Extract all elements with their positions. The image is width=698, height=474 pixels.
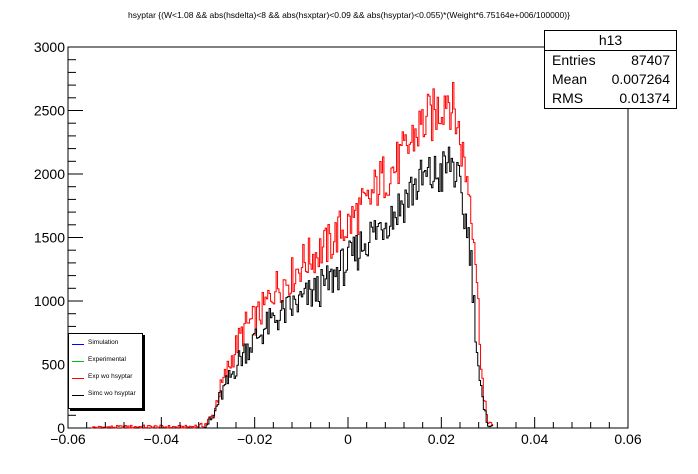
stats-box: h13 Entries 87407 Mean 0.007264 RMS 0.01… — [544, 30, 677, 109]
legend-label: Experimental — [88, 356, 126, 363]
y-tick-label: 500 — [42, 357, 66, 373]
x-tick-label: 0.06 — [614, 431, 641, 447]
plot-title: hsyptar {(W<1.08 && abs(hsdelta)<8 && ab… — [128, 10, 570, 20]
legend-item-simulation: Simulation — [69, 336, 142, 352]
y-tick-label: 2500 — [34, 103, 65, 119]
entries-value: 87407 — [631, 52, 670, 68]
x-tick-label: −0.02 — [237, 431, 273, 447]
stats-entries-row: Entries 87407 — [545, 51, 676, 70]
legend-item-exp-wo-hsyptar: Exp wo hsyptar — [69, 370, 142, 386]
x-tick-label: −0.06 — [50, 431, 86, 447]
y-tick-label: 2000 — [34, 166, 65, 182]
legend-swatch — [72, 361, 84, 362]
y-tick-label: 3000 — [34, 39, 65, 55]
x-tick-label: −0.04 — [144, 431, 180, 447]
legend-label: Exp wo hsyptar — [88, 373, 133, 380]
x-tick-label: 0.04 — [521, 431, 548, 447]
stats-rms-row: RMS 0.01374 — [545, 89, 676, 108]
x-tick-label: 0.02 — [428, 431, 455, 447]
stats-title: h13 — [545, 31, 676, 51]
legend: Simulation Experimental Exp wo hsyptar S… — [68, 333, 143, 409]
mean-value: 0.007264 — [611, 71, 670, 87]
legend-swatch — [72, 378, 84, 379]
series-line-simc-wo-hsyptar — [203, 146, 494, 429]
series-layer — [91, 81, 494, 429]
series-line-exp-wo-hsyptar — [91, 81, 494, 429]
y-tick-label: 0 — [57, 420, 65, 436]
entries-label: Entries — [552, 52, 596, 68]
legend-item-simc-wo-hsyptar: Simc wo hsyptar — [69, 387, 142, 403]
y-tick-label: 1000 — [34, 293, 65, 309]
legend-label: Simulation — [88, 339, 119, 346]
axis-layer: −0.06 −0.04 −0.02 0 0.02 0.04 0.06 0 500 1000 1500… — [34, 39, 642, 447]
mean-label: Mean — [552, 71, 588, 87]
legend-swatch — [72, 344, 84, 345]
legend-swatch — [72, 395, 84, 396]
x-tick-label: 0 — [344, 431, 352, 447]
rms-label: RMS — [552, 90, 584, 106]
stats-mean-row: Mean 0.007264 — [545, 70, 676, 89]
legend-label: Simc wo hsyptar — [88, 390, 136, 397]
y-tick-label: 1500 — [34, 230, 65, 246]
legend-item-experimental: Experimental — [69, 353, 142, 369]
rms-value: 0.01374 — [619, 90, 670, 106]
